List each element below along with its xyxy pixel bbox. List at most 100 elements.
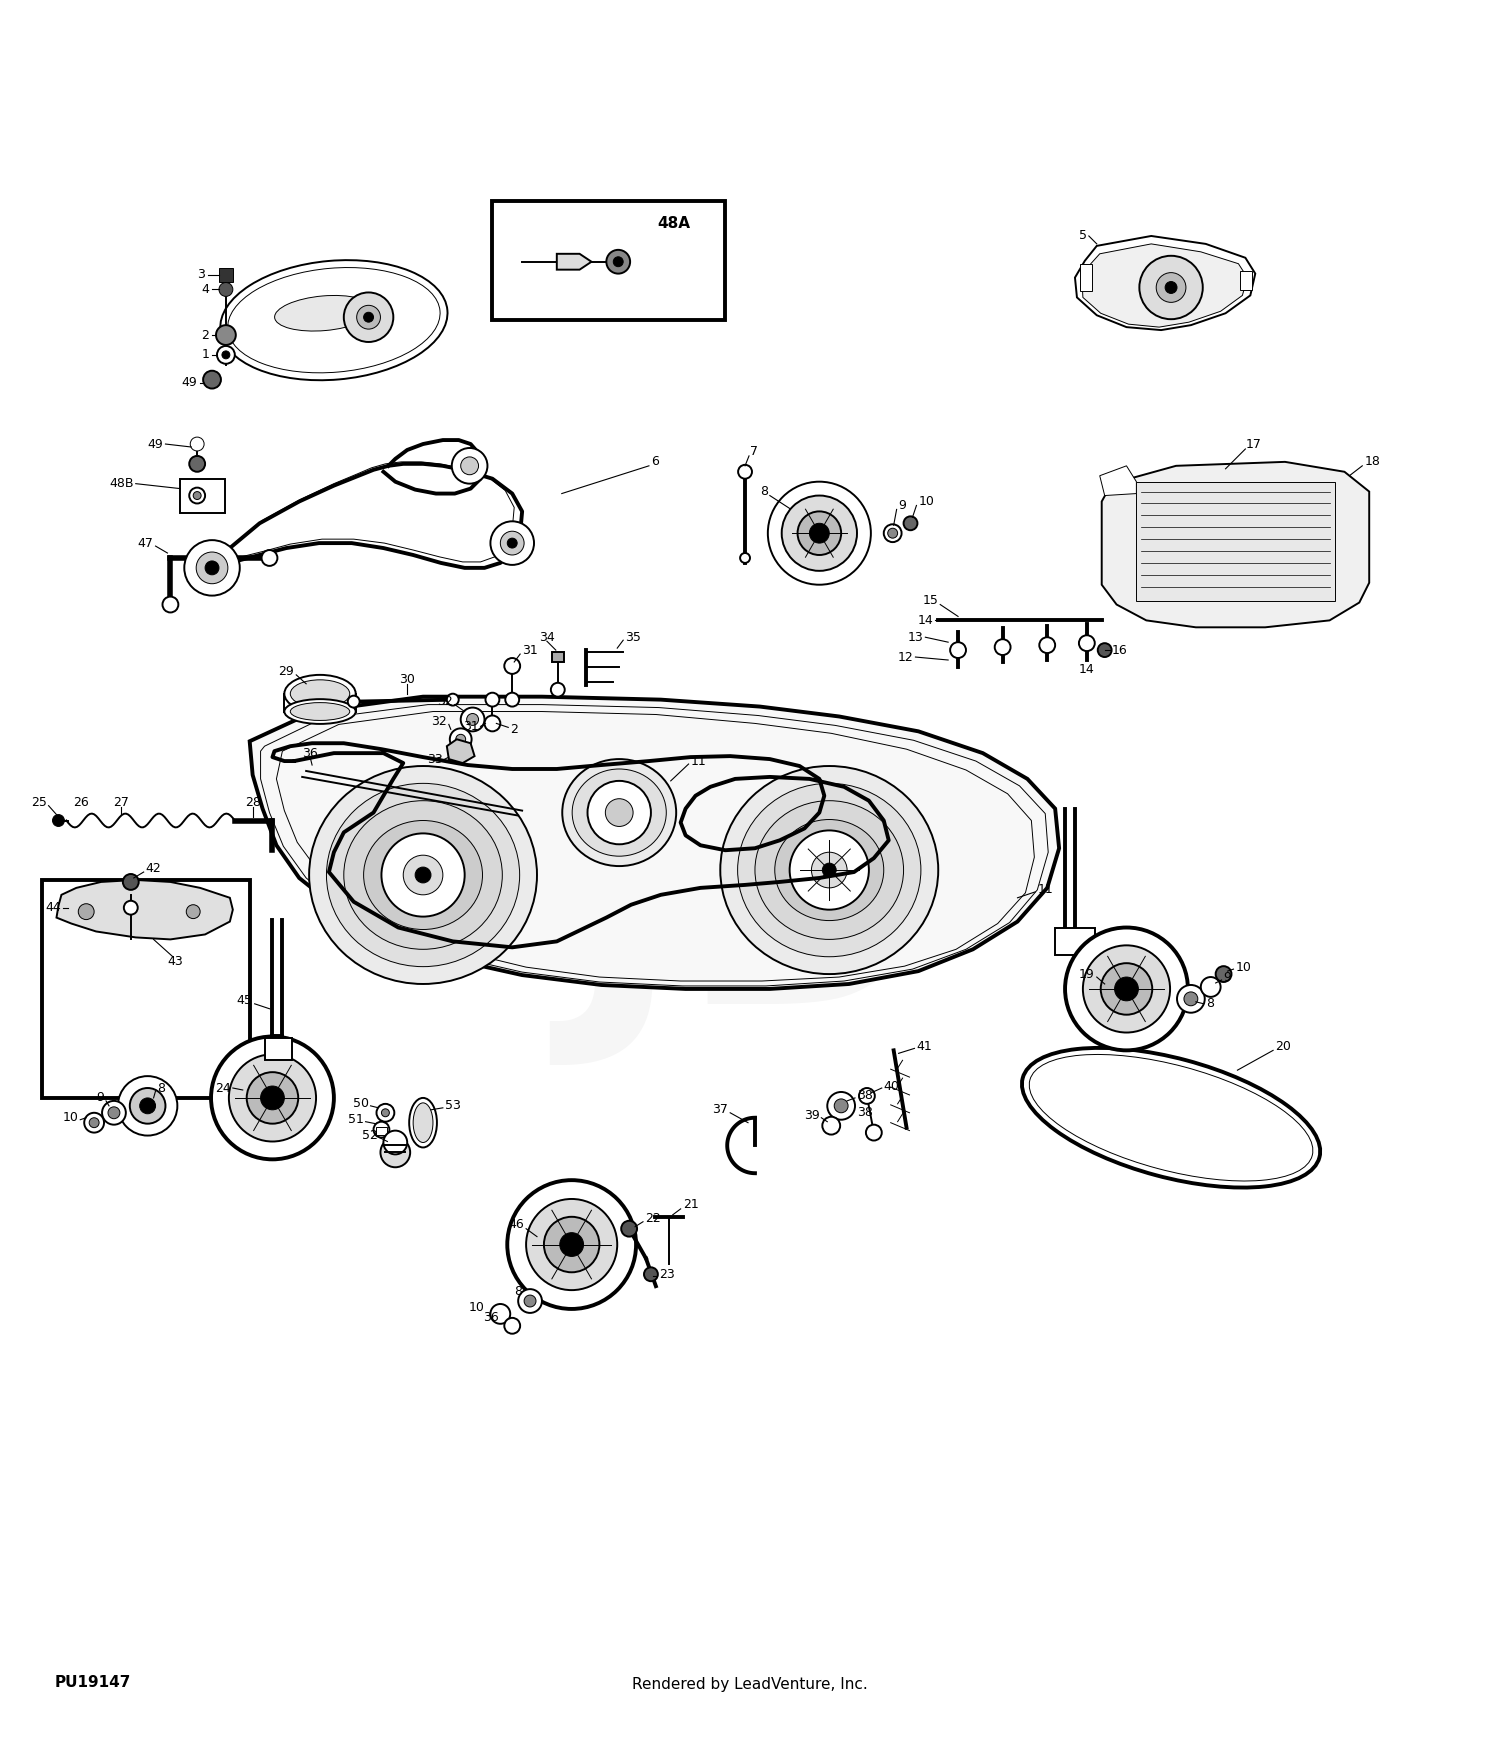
Text: 32: 32 [430,716,447,728]
Text: 15: 15 [922,593,938,607]
Circle shape [614,257,622,266]
Circle shape [102,1101,126,1125]
Text: 36: 36 [483,1311,498,1325]
Ellipse shape [720,766,938,975]
Circle shape [381,1138,410,1167]
Text: 50: 50 [352,1097,369,1110]
Circle shape [560,1232,584,1256]
Text: 37: 37 [712,1102,728,1116]
Text: 24: 24 [214,1082,231,1094]
Text: Rendered by LeadVenture, Inc.: Rendered by LeadVenture, Inc. [632,1676,868,1692]
Text: 9: 9 [96,1092,104,1104]
Text: 16: 16 [1112,644,1128,656]
Circle shape [621,1222,638,1237]
Text: 18: 18 [1365,455,1380,469]
Circle shape [384,1130,406,1155]
Ellipse shape [776,819,883,920]
Text: 10: 10 [918,495,934,507]
Text: 46: 46 [509,1218,524,1232]
Circle shape [828,1092,855,1120]
Text: 8: 8 [1206,997,1214,1010]
Text: 8: 8 [158,1082,165,1094]
Circle shape [950,642,966,658]
Text: 22: 22 [645,1213,660,1225]
Circle shape [460,457,478,474]
Circle shape [782,495,856,570]
Circle shape [88,1118,99,1127]
Text: 48A: 48A [657,215,690,231]
Text: 17: 17 [1245,438,1262,450]
Ellipse shape [220,261,447,380]
Circle shape [190,438,204,452]
Circle shape [888,528,897,539]
Polygon shape [1101,462,1370,626]
Text: 49: 49 [147,438,164,450]
Text: 25: 25 [30,796,46,808]
Circle shape [124,901,138,915]
Circle shape [507,1180,636,1309]
Circle shape [211,1036,334,1158]
Ellipse shape [754,802,903,940]
Text: 27: 27 [112,796,129,808]
Ellipse shape [274,296,374,331]
Circle shape [1114,977,1138,1001]
Ellipse shape [309,766,537,984]
Text: 41: 41 [916,1040,932,1054]
Text: 42: 42 [146,861,162,875]
Ellipse shape [572,768,666,856]
Circle shape [504,658,520,674]
Circle shape [524,1295,536,1307]
Text: 31: 31 [522,644,538,656]
Polygon shape [249,696,1059,989]
Text: 36: 36 [302,747,318,760]
Text: 39: 39 [804,1110,819,1122]
Circle shape [738,466,752,480]
Circle shape [789,831,868,910]
Circle shape [53,814,64,826]
Text: 20: 20 [1275,1040,1292,1054]
Ellipse shape [562,760,676,866]
Polygon shape [57,880,232,940]
Text: 35: 35 [626,630,640,644]
Circle shape [416,866,430,884]
Circle shape [202,371,220,388]
Circle shape [1202,977,1221,997]
Circle shape [526,1199,616,1290]
Text: 48B: 48B [110,478,134,490]
Text: 14: 14 [918,614,933,626]
Circle shape [507,539,518,548]
Text: 12: 12 [897,651,914,663]
Text: 2: 2 [510,723,518,735]
Circle shape [1101,963,1152,1015]
Circle shape [822,1116,840,1134]
Circle shape [466,714,478,726]
Ellipse shape [327,784,519,966]
Ellipse shape [228,268,440,373]
Circle shape [363,312,374,322]
Text: 19: 19 [1078,968,1095,980]
Circle shape [1166,282,1178,294]
Text: 5: 5 [1078,229,1088,243]
Bar [219,268,232,282]
Ellipse shape [413,1102,434,1143]
Ellipse shape [291,679,350,707]
Text: 32: 32 [436,695,453,709]
Circle shape [606,250,630,273]
Circle shape [447,693,459,705]
Ellipse shape [363,821,483,929]
Text: 7: 7 [750,446,758,458]
Text: 10: 10 [63,1111,78,1124]
Polygon shape [447,738,474,763]
Circle shape [740,553,750,564]
Ellipse shape [738,784,921,957]
Circle shape [130,1088,165,1124]
Circle shape [1065,928,1188,1050]
Ellipse shape [285,676,356,712]
Ellipse shape [291,702,350,721]
Circle shape [374,1122,390,1138]
Circle shape [812,852,847,887]
Text: 47: 47 [138,537,153,550]
Circle shape [884,525,902,542]
Bar [1054,928,1095,956]
Circle shape [1098,644,1112,656]
